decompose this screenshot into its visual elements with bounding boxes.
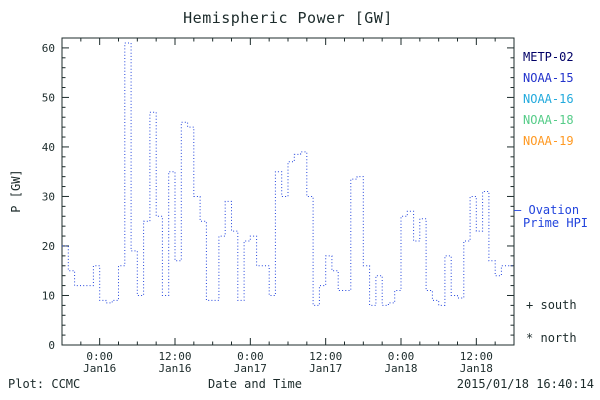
legend-item-noaa18: NOAA-18: [523, 113, 574, 127]
series-ovation-prime-hpi: [62, 42, 514, 306]
svg-text:10: 10: [42, 289, 55, 302]
south-label: south: [540, 298, 577, 312]
svg-text:40: 40: [42, 141, 55, 154]
svg-text:20: 20: [42, 240, 55, 253]
chart-title: Hemispheric Power [GW]: [183, 9, 393, 27]
x-axis-label: Date and Time: [208, 377, 302, 391]
ovation-label-line1: Ovation: [528, 203, 580, 217]
svg-text:12:00: 12:00: [309, 350, 342, 363]
svg-text:Jan17: Jan17: [234, 362, 267, 375]
north-label: north: [540, 331, 577, 345]
legend-item-noaa16: NOAA-16: [523, 92, 574, 106]
legend-item-noaa19: NOAA-19: [523, 134, 574, 148]
satellite-legend: METP-02 NOAA-15 NOAA-16 NOAA-18 NOAA-19: [523, 47, 574, 152]
svg-text:Jan18: Jan18: [384, 362, 417, 375]
svg-text:0:00: 0:00: [388, 350, 415, 363]
svg-text:0: 0: [48, 339, 55, 352]
marker-key-north: * north: [526, 331, 577, 345]
svg-text:0:00: 0:00: [86, 350, 113, 363]
svg-text:0:00: 0:00: [237, 350, 264, 363]
plot-frame: [61, 37, 515, 346]
ovation-label-line2: Prime HPI: [523, 216, 589, 230]
legend-item-metp02: METP-02: [523, 50, 574, 64]
svg-text:Jan17: Jan17: [309, 362, 342, 375]
svg-text:Jan16: Jan16: [158, 362, 191, 375]
plot-timestamp: 2015/01/18 16:40:14: [456, 377, 594, 391]
marker-key-south: + south: [526, 298, 577, 312]
svg-text:30: 30: [42, 190, 55, 203]
svg-text:Jan18: Jan18: [460, 362, 493, 375]
plot-credit: Plot: CCMC: [8, 377, 81, 391]
svg-text:Jan16: Jan16: [83, 362, 116, 375]
asterisk-marker-icon: *: [526, 331, 534, 345]
legend-ovation-hpi: — Ovation Prime HPI: [514, 204, 588, 230]
svg-text:60: 60: [42, 42, 55, 55]
line-sample-icon: —: [514, 203, 522, 217]
svg-text:12:00: 12:00: [158, 350, 191, 363]
svg-text:50: 50: [42, 91, 55, 104]
ovation-row-1: — Ovation: [514, 204, 588, 217]
plus-marker-icon: +: [526, 298, 534, 312]
legend-item-noaa15: NOAA-15: [523, 71, 574, 85]
svg-text:12:00: 12:00: [460, 350, 493, 363]
y-axis-label: P [GW]: [9, 169, 23, 213]
